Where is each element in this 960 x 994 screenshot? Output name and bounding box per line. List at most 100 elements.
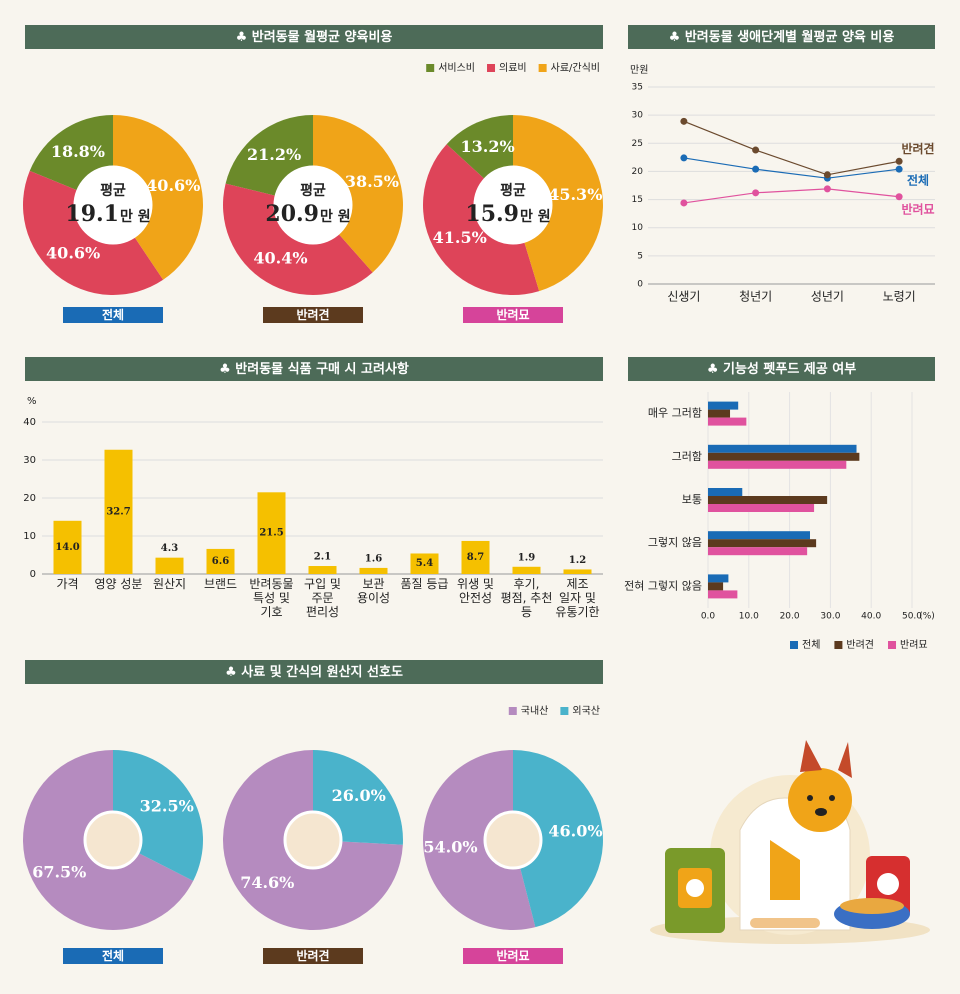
point <box>895 165 903 173</box>
y-tick-label: 그러함 <box>672 450 702 463</box>
slice-label: 13.2% <box>461 137 515 156</box>
value-label: 5.4 <box>416 558 433 569</box>
panel-header <box>628 357 935 381</box>
average-unit: 만 원 <box>520 209 551 225</box>
average-value: 20.9 <box>265 201 319 227</box>
pie-slice <box>113 115 203 280</box>
y-tick-label: 20 <box>23 493 36 504</box>
legend-swatch <box>487 64 496 72</box>
legend-label: 사료/간식비 <box>551 62 600 74</box>
series-line <box>683 188 900 204</box>
legend-label: 전체 <box>802 639 820 651</box>
panel-header <box>25 357 603 381</box>
y-tick-label: 25 <box>632 139 643 149</box>
slice-label: 40.6% <box>46 243 100 262</box>
point <box>895 157 903 165</box>
slice-label: 67.5% <box>32 862 86 881</box>
series-label: 전체 <box>907 173 929 188</box>
x-tick-label: 0.0 <box>701 612 716 622</box>
slice-label: 40.4% <box>253 248 307 267</box>
x-tick-label: 10.0 <box>739 612 759 622</box>
series-label: 반려묘 <box>901 201 934 216</box>
bar <box>708 488 743 496</box>
y-tick-label: 30 <box>23 455 36 466</box>
legend-label: 반려견 <box>846 639 874 651</box>
slice-label: 32.5% <box>140 797 194 816</box>
legend-swatch <box>560 707 569 715</box>
x-tick-label: 반려동물 특성 및 기호 <box>249 577 294 619</box>
x-tick-label: 20.0 <box>780 612 800 622</box>
center-label: 평균 <box>300 182 326 199</box>
legend-label: 서비스비 <box>438 62 475 74</box>
pie-center <box>83 810 143 870</box>
y-tick-label: 0 <box>637 280 643 290</box>
y-tick-label: 10 <box>23 531 36 542</box>
bar <box>206 548 235 574</box>
y-tick-label: 15 <box>632 195 643 205</box>
legend-label: 국내산 <box>521 705 549 717</box>
value-label: 1.2 <box>569 555 586 566</box>
slice-label: 45.3% <box>548 185 602 204</box>
center-label: 평균 <box>100 182 126 199</box>
y-tick-label: 전혀 그렇지 않음 <box>624 579 702 592</box>
x-tick-label: 50.0 <box>902 612 922 622</box>
bar <box>308 566 337 574</box>
series-label: 반려견 <box>901 141 934 156</box>
value-label: 21.5 <box>259 528 283 539</box>
bar <box>708 409 731 418</box>
slice-label: 41.5% <box>433 228 487 247</box>
average-value: 19.1 <box>65 201 119 227</box>
y-tick-label: 그렇지 않음 <box>648 536 702 549</box>
y-tick-label: 보통 <box>682 493 702 506</box>
bar <box>708 504 815 512</box>
pie-center <box>283 810 343 870</box>
category-box <box>463 948 563 964</box>
category-label: 전체 <box>102 307 124 322</box>
bar <box>155 557 184 574</box>
category-label: 반려묘 <box>496 307 529 322</box>
bar <box>708 496 828 504</box>
x-tick-label: 후기, 평점, 추천 등 <box>500 577 553 619</box>
category-box <box>263 948 363 964</box>
bar <box>708 401 739 410</box>
x-axis-label: (%) <box>919 612 935 622</box>
x-tick-label: 브랜드 <box>203 577 238 591</box>
bar <box>512 566 541 574</box>
bar <box>257 492 286 574</box>
category-label: 반려묘 <box>496 948 529 963</box>
x-tick-label: 제조 일자 및 유통기한 <box>555 577 600 619</box>
legend-swatch <box>888 641 897 649</box>
average-unit: 만 원 <box>120 209 151 225</box>
panel-header <box>25 660 603 684</box>
bar <box>53 520 82 574</box>
slice-label: 54.0% <box>423 837 477 856</box>
value-label: 1.9 <box>518 552 535 563</box>
pie-slice <box>422 750 536 930</box>
bar <box>708 460 847 469</box>
bar <box>708 444 857 453</box>
bar <box>708 452 860 461</box>
panel-title: ♣ 반려동물 식품 구매 시 고려사항 <box>219 361 409 377</box>
pie-slice <box>513 115 603 292</box>
point <box>752 146 760 154</box>
pie-center <box>483 810 543 870</box>
average-value: 15.9 <box>465 201 519 227</box>
category-label: 반려견 <box>296 307 329 322</box>
average-unit: 만 원 <box>320 209 351 225</box>
point <box>752 189 760 197</box>
x-tick-label: 보관 용이성 <box>356 577 391 605</box>
center-label: 평균 <box>500 182 526 199</box>
panel-header <box>25 25 603 49</box>
category-box <box>63 948 163 964</box>
category-box <box>263 307 363 323</box>
bar <box>563 569 592 574</box>
legend-swatch <box>508 707 517 715</box>
y-axis-label: 만원 <box>630 64 648 76</box>
bar <box>104 449 133 574</box>
slice-label: 38.5% <box>345 172 399 191</box>
point <box>823 185 831 193</box>
value-label: 8.7 <box>467 552 484 563</box>
pie-center <box>273 165 353 245</box>
